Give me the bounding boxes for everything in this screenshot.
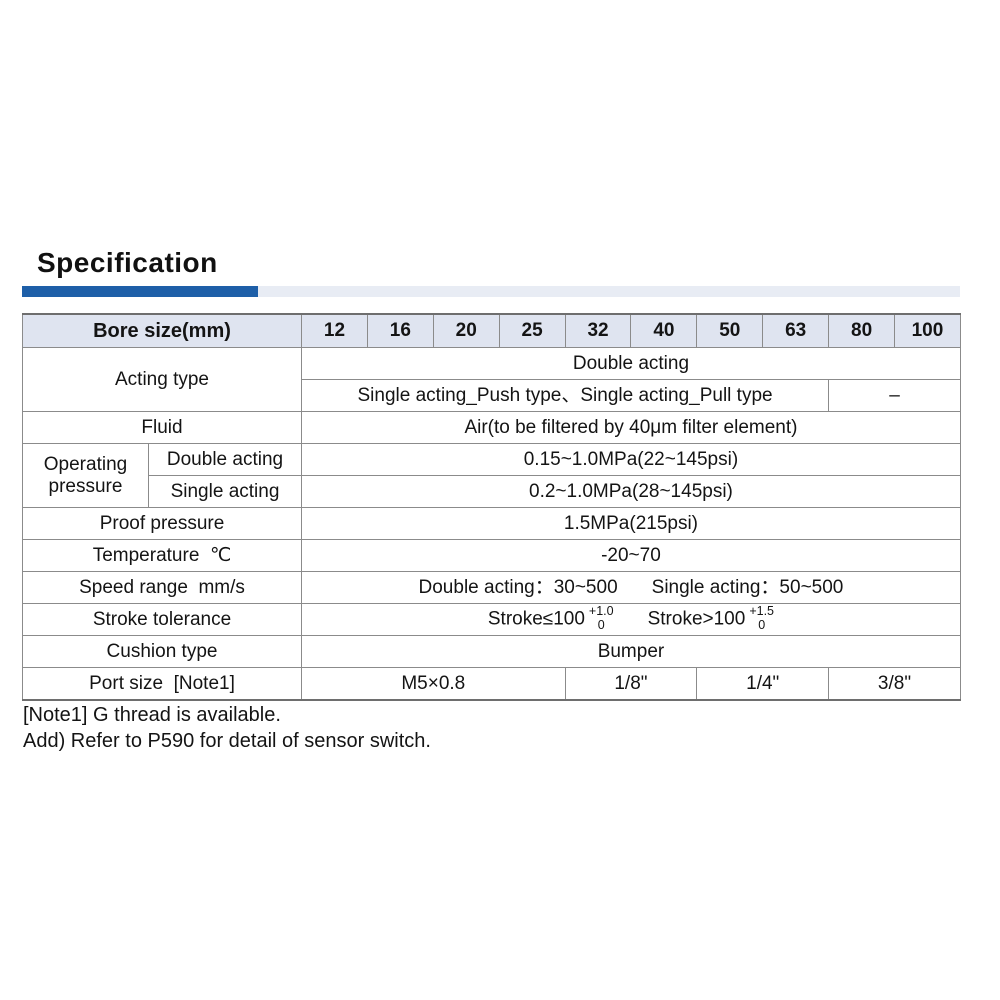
title-underline-bar [22, 286, 960, 297]
stroke-le-tolerance: +1.0 0 [589, 605, 614, 632]
temperature-label: Temperature ℃ [22, 539, 302, 572]
port-size-row: Port size [Note1] M5×0.8 1/8" 1/4" 3/8" [22, 667, 961, 701]
stroke-gt-sub: 0 [758, 617, 766, 632]
cushion-type-value: Bumper [301, 635, 961, 668]
operating-pressure-double-value: 0.15~1.0MPa(22~145psi) [301, 443, 961, 476]
stroke-le-text: Stroke≤100 [487, 608, 585, 630]
operating-pressure-single-value: 0.2~1.0MPa(28~145psi) [301, 475, 961, 508]
acting-type-single-value: Single acting_Push type、Single acting_Pu… [300, 379, 830, 412]
fluid-value: Air(to be filtered by 40μm filter elemen… [301, 411, 961, 444]
temperature-row: Temperature ℃ -20~70 [22, 539, 961, 572]
fluid-label: Fluid [22, 411, 302, 444]
operating-pressure-single-label: Single acting [148, 475, 302, 508]
speed-range-row: Speed range mm/s Double acting：30~500 Sin… [22, 571, 961, 604]
page-title: Specification [37, 247, 218, 278]
speed-range-single: Single acting：50~500 [651, 576, 844, 598]
stroke-le-sub: 0 [597, 617, 605, 632]
fluid-row: Fluid Air(to be filtered by 40μm filter … [22, 411, 961, 444]
proof-pressure-row: Proof pressure 1.5MPa(215psi) [22, 507, 961, 540]
speed-range-double: Double acting：30~500 [418, 576, 618, 598]
acting-type-double-value: Double acting [301, 347, 961, 380]
acting-type-double-row: Acting type Double acting [22, 347, 961, 412]
header-bore-16: 16 [366, 313, 434, 348]
header-bore-80: 80 [828, 313, 896, 348]
port-size-label: Port size [Note1] [22, 667, 302, 701]
operating-pressure-double-label: Double acting [148, 443, 302, 476]
port-size-m5: M5×0.8 [301, 667, 566, 701]
footnote-note1: [Note1] G thread is available. [23, 704, 281, 726]
stroke-tolerance-label: Stroke tolerance [22, 603, 302, 636]
port-size-1-8: 1/8" [564, 667, 698, 701]
stroke-gt-tolerance: +1.5 0 [749, 605, 774, 632]
port-size-1-4: 1/4" [696, 667, 830, 701]
proof-pressure-label: Proof pressure [22, 507, 302, 540]
operating-pressure-double-row: Operating pressure Double acting 0.15~1.… [22, 443, 961, 508]
proof-pressure-value: 1.5MPa(215psi) [301, 507, 961, 540]
header-bore-40: 40 [630, 313, 698, 348]
cushion-type-label: Cushion type [22, 635, 302, 668]
stroke-gt-sup: +1.5 [749, 604, 775, 618]
operating-pressure-label: Operating pressure [22, 443, 149, 508]
specification-table: Bore size(mm) 12 16 20 25 32 40 50 63 80… [22, 313, 961, 701]
header-bore-63: 63 [762, 313, 830, 348]
speed-range-label: Speed range mm/s [22, 571, 302, 604]
stroke-tolerance-row: Stroke tolerance Stroke≤100 +1.0 0 Stroke>1… [22, 603, 961, 636]
stroke-le-segment: Stroke≤100 +1.0 0 [487, 605, 614, 633]
header-bore-size-label: Bore size(mm) [22, 313, 302, 348]
port-size-3-8: 3/8" [828, 667, 961, 701]
cushion-type-row: Cushion type Bumper [22, 635, 961, 668]
header-bore-20: 20 [432, 313, 500, 348]
header-bore-50: 50 [696, 313, 764, 348]
footnote-add: Add) Refer to P590 for detail of sensor … [23, 730, 431, 752]
header-bore-100: 100 [894, 313, 961, 348]
operating-pressure-single-row: Single acting 0.2~1.0MPa(28~145psi) [23, 475, 961, 508]
table-header-row: Bore size(mm) 12 16 20 25 32 40 50 63 80… [22, 313, 961, 348]
temperature-value: -20~70 [301, 539, 961, 572]
stroke-gt-text: Stroke>100 [647, 608, 746, 630]
header-bore-25: 25 [498, 313, 566, 348]
speed-range-value: Double acting：30~500 Single acting：50~500 [301, 571, 961, 604]
acting-type-single-row: Single acting_Push type、Single acting_Pu… [23, 379, 961, 412]
footnotes: [Note1] G thread is available. Add) Refe… [23, 702, 431, 754]
header-bore-32: 32 [564, 313, 632, 348]
stroke-tolerance-value: Stroke≤100 +1.0 0 Stroke>100 +1.5 0 [301, 603, 961, 636]
acting-type-not-available: – [828, 379, 961, 412]
header-bore-12: 12 [301, 313, 368, 348]
acting-type-label: Acting type [22, 347, 302, 412]
title-underline-accent [22, 286, 258, 297]
stroke-gt-segment: Stroke>100 +1.5 0 [647, 605, 774, 633]
stroke-le-sup: +1.0 [588, 604, 614, 618]
